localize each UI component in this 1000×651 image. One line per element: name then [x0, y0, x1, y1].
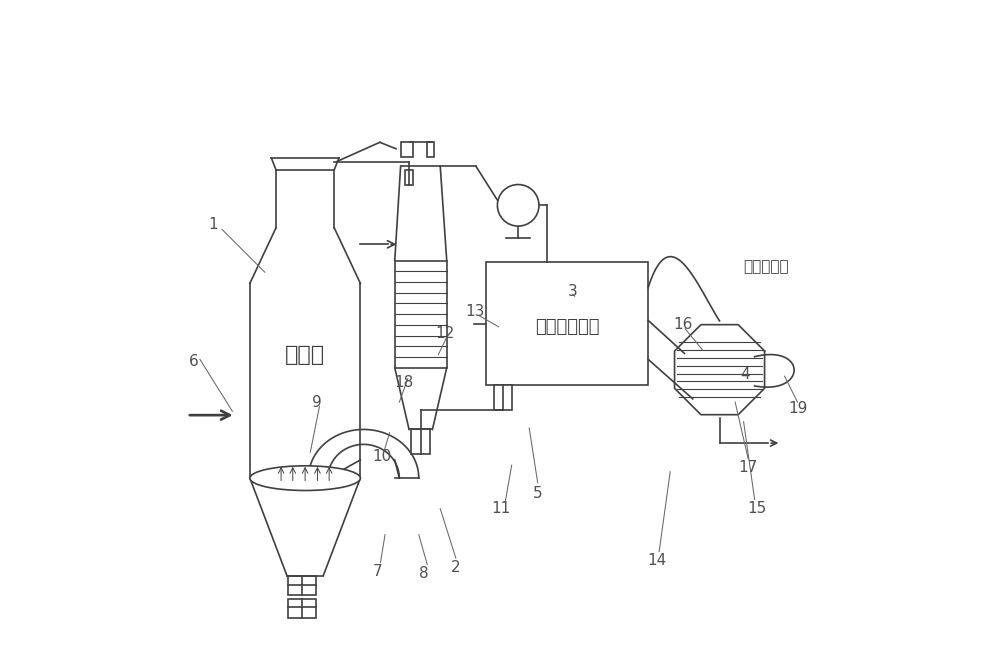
Text: 16: 16	[674, 316, 693, 332]
Text: 18: 18	[394, 375, 413, 390]
Bar	[427, 143, 434, 157]
Bar	[401, 143, 413, 157]
Text: 8: 8	[419, 566, 428, 581]
Ellipse shape	[250, 466, 360, 490]
Text: 11: 11	[492, 501, 511, 516]
Text: 5: 5	[533, 486, 542, 501]
Text: 4: 4	[740, 367, 750, 381]
Text: 15: 15	[747, 501, 766, 516]
Circle shape	[497, 184, 539, 226]
Text: 净烟气排放: 净烟气排放	[744, 260, 789, 275]
Text: 烟气净化系统: 烟气净化系统	[535, 318, 599, 336]
Bar	[405, 171, 413, 184]
Text: 14: 14	[648, 553, 667, 568]
Bar	[494, 385, 512, 410]
Bar	[288, 575, 316, 595]
Bar	[486, 262, 648, 385]
Text: 2: 2	[451, 560, 461, 575]
Bar	[411, 430, 430, 454]
Text: 3: 3	[568, 284, 578, 299]
Text: 6: 6	[189, 353, 198, 368]
Text: 7: 7	[373, 564, 383, 579]
Text: 13: 13	[466, 304, 485, 319]
Text: 10: 10	[372, 449, 391, 464]
Text: 9: 9	[312, 395, 322, 409]
Text: 19: 19	[788, 401, 807, 416]
Text: 1: 1	[208, 217, 218, 232]
Text: 17: 17	[739, 460, 758, 475]
Text: 12: 12	[435, 326, 454, 340]
Bar	[395, 260, 447, 368]
Text: 燃烧室: 燃烧室	[285, 345, 325, 365]
Bar	[288, 599, 316, 618]
